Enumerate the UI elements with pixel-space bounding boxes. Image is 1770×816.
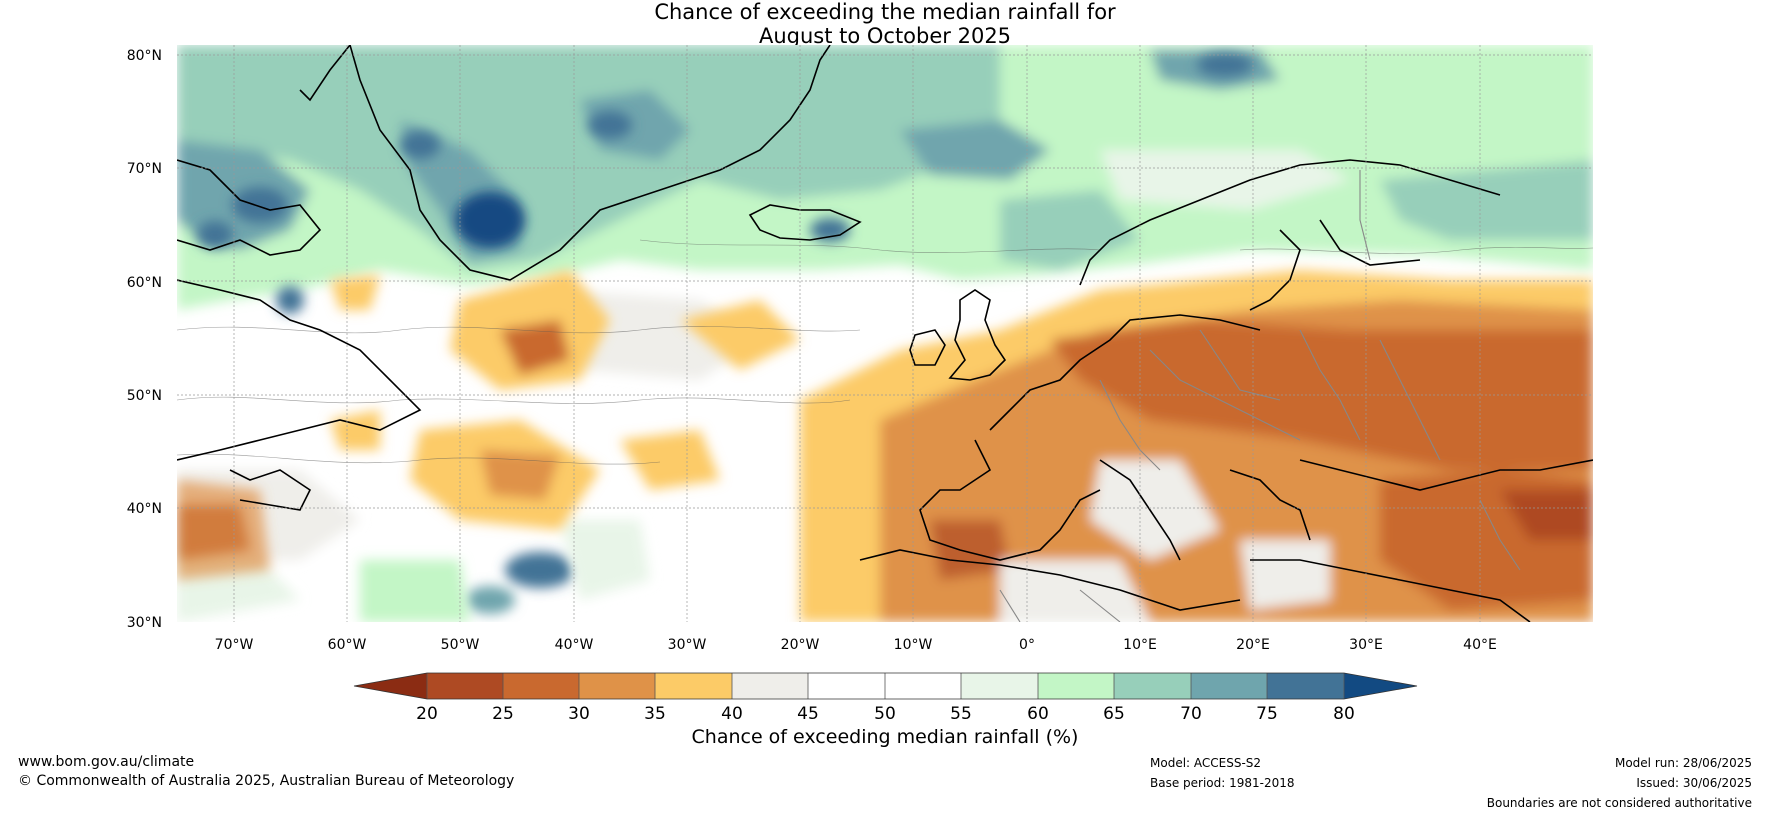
colorbar-swatch-30-35	[579, 673, 655, 699]
colorbar-swatch-25-30	[503, 673, 579, 699]
lon-label-70w: 70°W	[215, 637, 254, 653]
lon-label-10w: 10°W	[894, 637, 933, 653]
lat-label-30n: 30°N	[127, 615, 162, 631]
very-wet-patches	[197, 53, 1253, 614]
map-title: Chance of exceeding the median rainfall …	[0, 0, 1770, 48]
lat-label-70n: 70°N	[127, 161, 162, 177]
colorbar-upper-arrow	[1344, 673, 1417, 699]
boundaries-disclaimer: Boundaries are not considered authoritat…	[1486, 796, 1752, 810]
lon-label-20e: 20°E	[1236, 637, 1270, 653]
base-period: Base period: 1981-2018	[1150, 776, 1295, 790]
colorbar-tick-80: 80	[1333, 704, 1355, 724]
gridlines	[177, 45, 1593, 622]
colorbar-tick-75: 75	[1256, 704, 1278, 724]
longitude-labels: 70°W 60°W 50°W 40°W 30°W 20°W 10°W 0° 10…	[215, 637, 1497, 653]
issued-date: Issued: 30/06/2025	[1636, 776, 1752, 790]
colorbar-swatch-70-75	[1191, 673, 1267, 699]
lon-label-40w: 40°W	[555, 637, 594, 653]
colorbar-swatch-55-60	[961, 673, 1038, 699]
latitude-labels: 80°N 70°N 60°N 50°N 40°N 30°N	[127, 48, 162, 631]
lon-label-30w: 30°W	[668, 637, 707, 653]
title-line-2: August to October 2025	[758, 24, 1012, 48]
colorbar-tick-30: 30	[568, 704, 590, 724]
colorbar-swatch-50-55	[885, 673, 961, 699]
colorbar-tick-40: 40	[721, 704, 743, 724]
colorbar-swatch-40-45	[732, 673, 808, 699]
title-line-1: Chance of exceeding the median rainfall …	[654, 0, 1116, 24]
colorbar-tick-25: 25	[492, 704, 514, 724]
lon-label-30e: 30°E	[1349, 637, 1383, 653]
colorbar-tick-45: 45	[797, 704, 819, 724]
colorbar-lower-arrow	[354, 673, 427, 699]
colorbar-tick-35: 35	[644, 704, 666, 724]
copyright-text: © Commonwealth of Australia 2025, Austra…	[18, 773, 515, 789]
colorbar-title: Chance of exceeding median rainfall (%)	[691, 726, 1079, 748]
colorbar-tick-50: 50	[874, 704, 896, 724]
lon-label-20w: 20°W	[781, 637, 820, 653]
lon-label-10e: 10°E	[1123, 637, 1157, 653]
contour-lines	[177, 239, 1593, 465]
lon-label-0: 0°	[1019, 637, 1035, 653]
colorbar-tick-60: 60	[1027, 704, 1049, 724]
lon-label-40e: 40°E	[1463, 637, 1497, 653]
lat-label-40n: 40°N	[127, 501, 162, 517]
dry-anomaly-atlantic	[177, 270, 800, 580]
colorbar-tick-20: 20	[416, 704, 438, 724]
colorbar-swatch-60-65	[1038, 673, 1114, 699]
website-link[interactable]: www.bom.gov.au/climate	[18, 754, 195, 770]
lat-label-50n: 50°N	[127, 388, 162, 404]
colorbar-swatch-75-80	[1267, 673, 1344, 699]
lat-label-60n: 60°N	[127, 275, 162, 291]
lat-label-80n: 80°N	[127, 48, 162, 64]
colorbar-swatch-35-40	[655, 673, 732, 699]
colorbar-swatch-65-70	[1114, 673, 1191, 699]
colorbar-swatch-45-50	[808, 673, 885, 699]
colorbar-tick-70: 70	[1180, 704, 1202, 724]
rainfall-map[interactable]	[177, 45, 1593, 622]
lon-label-60w: 60°W	[328, 637, 367, 653]
colorbar-tick-55: 55	[950, 704, 972, 724]
country-borders	[999, 170, 1521, 622]
colorbar: 20 25 30 35 40 45 50 55 60 65 70 75 80	[353, 672, 1418, 724]
colorbar-swatch-20-25	[427, 673, 503, 699]
model-name: Model: ACCESS-S2	[1150, 756, 1262, 770]
colorbar-tick-65: 65	[1103, 704, 1125, 724]
model-run-date: Model run: 28/06/2025	[1614, 756, 1752, 770]
lon-label-50w: 50°W	[441, 637, 480, 653]
